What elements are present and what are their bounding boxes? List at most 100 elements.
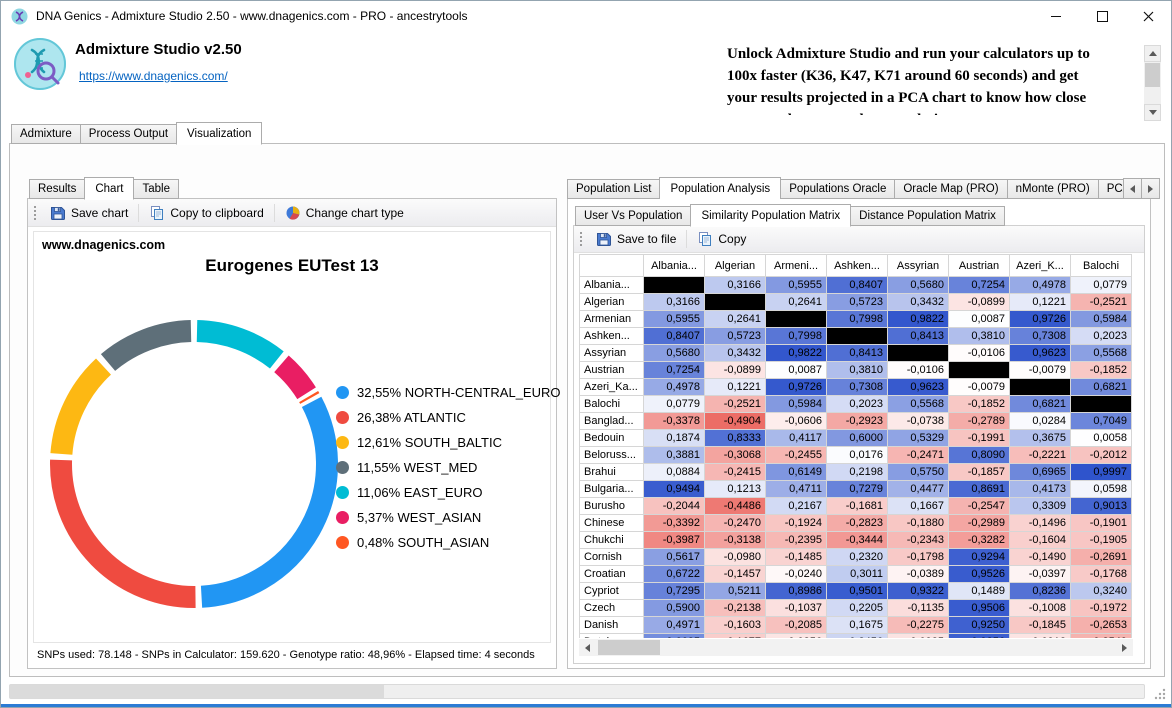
matrix-cell[interactable]: -0,0899 xyxy=(704,361,766,379)
minimize-button[interactable] xyxy=(1033,1,1079,31)
matrix-cell[interactable]: 0,8407 xyxy=(643,327,705,345)
matrix-cell[interactable]: -0,1681 xyxy=(826,497,888,515)
matrix-cell[interactable] xyxy=(765,310,827,328)
matrix-cell[interactable]: -0,0856 xyxy=(765,633,827,638)
matrix-cell[interactable]: 0,9494 xyxy=(643,480,705,498)
matrix-cell[interactable]: 0,3011 xyxy=(826,565,888,583)
matrix-cell[interactable]: 0,1221 xyxy=(1009,293,1071,311)
matrix-cell[interactable]: 0,3309 xyxy=(1009,497,1071,515)
promo-scroll-up-button[interactable] xyxy=(1144,45,1161,62)
tab-table[interactable]: Table xyxy=(133,179,179,199)
matrix-cell[interactable]: 0,7308 xyxy=(1009,327,1071,345)
matrix-cell[interactable]: -0,2653 xyxy=(1070,616,1132,634)
matrix-cell[interactable]: 0,8413 xyxy=(887,327,949,345)
matrix-cell[interactable]: -0,2547 xyxy=(948,497,1010,515)
matrix-cell[interactable] xyxy=(704,293,766,311)
matrix-cell[interactable]: -0,0106 xyxy=(887,361,949,379)
matrix-cell[interactable]: 0,6821 xyxy=(1070,378,1132,396)
matrix-cell[interactable]: 0,9506 xyxy=(948,599,1010,617)
matrix-cell[interactable]: -0,3282 xyxy=(948,531,1010,549)
matrix-cell[interactable]: -0,1901 xyxy=(1070,514,1132,532)
matrix-cell[interactable]: 0,0884 xyxy=(643,463,705,481)
tab-populations-oracle[interactable]: Populations Oracle xyxy=(780,179,896,199)
matrix-cell[interactable]: -0,2521 xyxy=(704,395,766,413)
matrix-cell[interactable]: -0,2521 xyxy=(1070,293,1132,311)
matrix-cell[interactable]: -0,4904 xyxy=(704,412,766,430)
matrix-cell[interactable]: 0,6000 xyxy=(826,429,888,447)
matrix-cell[interactable]: -0,4486 xyxy=(704,497,766,515)
matrix-row-header[interactable]: Algerian xyxy=(579,293,644,311)
change-chart-type-button[interactable]: Change chart type xyxy=(278,203,411,223)
matrix-row-header[interactable]: Bedouin xyxy=(579,429,644,447)
matrix-cell[interactable]: 0,8333 xyxy=(704,429,766,447)
promo-scroll-down-button[interactable] xyxy=(1144,104,1161,121)
matrix-cell[interactable] xyxy=(887,344,949,362)
matrix-cell[interactable]: 0,3675 xyxy=(1009,429,1071,447)
matrix-cell[interactable]: -0,2343 xyxy=(887,531,949,549)
matrix-row-header[interactable]: Austrian xyxy=(579,361,644,379)
matrix-cell[interactable] xyxy=(1009,378,1071,396)
matrix-cell[interactable]: -0,0240 xyxy=(765,565,827,583)
matrix-column-header[interactable]: Assyrian xyxy=(887,254,949,277)
matrix-cell[interactable]: -0,2789 xyxy=(948,412,1010,430)
matrix-cell[interactable] xyxy=(1070,395,1132,413)
matrix-cell[interactable]: -0,1490 xyxy=(1009,548,1071,566)
matrix-cell[interactable]: 0,9997 xyxy=(1070,463,1132,481)
matrix-cell[interactable]: -0,0397 xyxy=(1009,565,1071,583)
matrix-cell[interactable]: -0,1852 xyxy=(1070,361,1132,379)
matrix-column-header[interactable]: Ashken... xyxy=(826,254,888,277)
matrix-cell[interactable]: 0,2198 xyxy=(826,463,888,481)
matrix-cell[interactable]: 0,5329 xyxy=(887,429,949,447)
matrix-cell[interactable]: -0,2415 xyxy=(704,463,766,481)
matrix-row-header[interactable]: Chukchi xyxy=(579,531,644,549)
matrix-cell[interactable]: -0,1924 xyxy=(765,514,827,532)
matrix-cell[interactable]: 0,0779 xyxy=(643,395,705,413)
matrix-scrollbar-track[interactable] xyxy=(596,639,1116,656)
scroll-right-button[interactable] xyxy=(1116,639,1133,656)
matrix-row-header[interactable]: Danish xyxy=(579,616,644,634)
matrix-cell[interactable]: -0,2085 xyxy=(765,616,827,634)
matrix-cell[interactable]: 0,7254 xyxy=(643,361,705,379)
resize-grip[interactable] xyxy=(1153,687,1166,700)
matrix-cell[interactable]: -0,2275 xyxy=(887,616,949,634)
matrix-cell[interactable]: 0,9294 xyxy=(948,548,1010,566)
scroll-left-button[interactable] xyxy=(579,639,596,656)
matrix-cell[interactable]: 0,5211 xyxy=(704,582,766,600)
matrix-row-header[interactable]: Banglad... xyxy=(579,412,644,430)
matrix-cell[interactable]: 0,2320 xyxy=(826,548,888,566)
matrix-cell[interactable]: -0,1677 xyxy=(704,633,766,638)
matrix-cell[interactable]: 0,3810 xyxy=(948,327,1010,345)
matrix-row-header[interactable]: Bulgaria... xyxy=(579,480,644,498)
matrix-cell[interactable]: -0,1972 xyxy=(1070,599,1132,617)
matrix-cell[interactable]: 0,0779 xyxy=(1070,276,1132,294)
matrix-cell[interactable]: 0,9322 xyxy=(887,582,949,600)
matrix-row-header[interactable]: Croatian xyxy=(579,565,644,583)
matrix-cell[interactable]: 0,9501 xyxy=(826,582,888,600)
matrix-cell[interactable]: 0,5568 xyxy=(887,395,949,413)
matrix-cell[interactable]: 0,9250 xyxy=(948,616,1010,634)
matrix-cell[interactable]: -0,2691 xyxy=(1070,548,1132,566)
matrix-cell[interactable]: 0,2641 xyxy=(704,310,766,328)
tab-population-list[interactable]: Population List xyxy=(567,179,661,199)
matrix-cell[interactable]: -0,1135 xyxy=(887,599,949,617)
matrix-cell[interactable]: -0,1603 xyxy=(704,616,766,634)
matrix-row-header[interactable]: Balochi xyxy=(579,395,644,413)
matrix-cell[interactable]: -0,3392 xyxy=(643,514,705,532)
matrix-cell[interactable]: 0,3166 xyxy=(643,293,705,311)
matrix-cell[interactable]: 0,7998 xyxy=(765,327,827,345)
matrix-cell[interactable]: 0,5723 xyxy=(826,293,888,311)
matrix-cell[interactable]: 0,3810 xyxy=(826,361,888,379)
matrix-cell[interactable]: -0,3068 xyxy=(704,446,766,464)
matrix-cell[interactable]: 0,5984 xyxy=(765,395,827,413)
matrix-cell[interactable]: 0,7049 xyxy=(1070,412,1132,430)
matrix-cell[interactable]: 0,5900 xyxy=(643,599,705,617)
matrix-cell[interactable]: -0,1845 xyxy=(1009,616,1071,634)
matrix-row-header[interactable]: Cornish xyxy=(579,548,644,566)
matrix-cell[interactable]: 0,5723 xyxy=(704,327,766,345)
matrix-cell[interactable] xyxy=(826,327,888,345)
matrix-cell[interactable]: 0,0598 xyxy=(1070,480,1132,498)
matrix-cell[interactable] xyxy=(643,276,705,294)
matrix-cell[interactable]: 0,5680 xyxy=(887,276,949,294)
tab-visualization[interactable]: Visualization xyxy=(176,122,263,145)
matrix-cell[interactable]: 0,2456 xyxy=(826,633,888,638)
